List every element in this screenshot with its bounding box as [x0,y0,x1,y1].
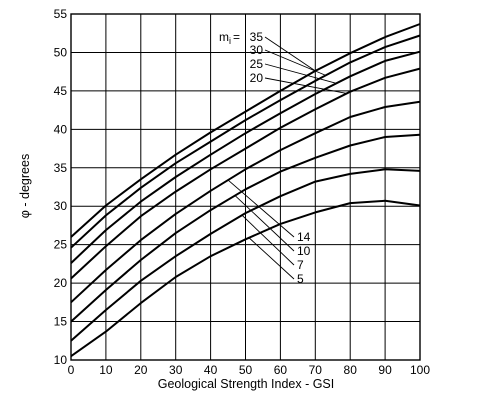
series-line-mi-7 [70,168,421,342]
y-tick-label: 10 [54,353,68,367]
y-tick-label: 35 [54,161,68,175]
y-tick-label: 40 [54,122,68,136]
mi-label-prefix: mi = [219,30,240,46]
y-axis-title: φ - degrees [18,154,32,218]
mi-subscript: i [229,36,231,46]
leader-line-mi-25 [264,63,337,84]
curve-label-mi-10: 10 [297,244,311,258]
series-line-mi-35 [70,23,421,238]
curve-label-mi-20: 20 [250,71,264,85]
plot-frame [70,13,421,361]
leader-line-mi-30 [264,49,326,76]
y-tick-label: 20 [54,276,68,290]
series-line-mi-5 [70,199,421,358]
y-tick-label: 50 [54,45,68,59]
x-tick-label: 80 [344,363,358,377]
series-line-mi-20 [70,67,421,280]
leader-line-mi-5 [248,237,295,280]
leader-line-mi-35 [264,36,316,72]
x-axis-title: Geological Strength Index - GSI [158,377,334,391]
curve-label-mi-7: 7 [297,258,304,272]
curve-label-mi-5: 5 [297,272,304,286]
leader-line-mi-10 [234,195,295,252]
curve-label-mi-25: 25 [250,57,264,71]
y-tick-label: 25 [54,238,68,252]
x-tick-label: 10 [99,363,113,377]
leader-line-mi-14 [227,179,295,238]
y-tick-label: 30 [54,199,68,213]
x-tick-label: 60 [274,363,288,377]
curve-label-mi-14: 14 [297,230,311,244]
series-line-mi-30 [70,34,421,249]
x-tick-label: 100 [410,363,430,377]
curve-label-mi-35: 35 [250,30,264,44]
series-line-mi-14 [70,100,421,304]
x-tick-label: 20 [134,363,148,377]
x-tick-label: 0 [68,363,75,377]
series-line-mi-10 [70,133,421,323]
leader-line-mi-7 [241,214,295,266]
y-tick-label: 45 [54,84,68,98]
x-tick-label: 50 [239,363,253,377]
axes: 0 10 20 30 40 50 60 70 80 90 100101520253035404550… [54,7,431,377]
x-tick-label: 90 [378,363,392,377]
curve-label-mi-30: 30 [250,43,264,57]
y-tick-label: 15 [54,315,68,329]
series-lines [70,23,421,358]
x-tick-label: 30 [169,363,183,377]
mi-equals: = [233,30,240,44]
x-tick-label: 70 [309,363,323,377]
mi-letter: m [219,30,229,44]
x-tick-label: 40 [204,363,218,377]
leader-line-mi-20 [264,77,347,94]
series-line-mi-25 [70,50,421,264]
y-tick-label: 55 [54,7,68,21]
